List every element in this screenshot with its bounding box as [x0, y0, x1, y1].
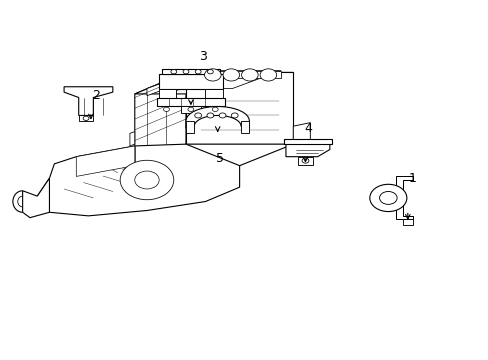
- Circle shape: [183, 69, 188, 74]
- Polygon shape: [159, 74, 222, 89]
- Polygon shape: [37, 144, 239, 216]
- Circle shape: [83, 116, 89, 121]
- Circle shape: [163, 107, 169, 112]
- Polygon shape: [181, 107, 200, 113]
- Circle shape: [206, 113, 213, 118]
- Polygon shape: [185, 107, 249, 128]
- Polygon shape: [135, 72, 293, 94]
- Text: 2: 2: [92, 89, 100, 102]
- Polygon shape: [185, 121, 194, 134]
- Polygon shape: [293, 123, 310, 155]
- Circle shape: [170, 69, 176, 74]
- Polygon shape: [241, 121, 249, 134]
- Text: 1: 1: [408, 172, 416, 185]
- Text: 5: 5: [216, 152, 224, 165]
- Polygon shape: [185, 72, 293, 144]
- Polygon shape: [147, 71, 195, 96]
- Circle shape: [194, 113, 201, 118]
- Circle shape: [195, 69, 201, 74]
- Polygon shape: [159, 89, 176, 98]
- Polygon shape: [205, 89, 222, 98]
- Polygon shape: [135, 144, 293, 166]
- Circle shape: [223, 69, 239, 81]
- Circle shape: [204, 69, 221, 81]
- Polygon shape: [22, 178, 49, 218]
- Circle shape: [379, 192, 396, 204]
- Circle shape: [369, 184, 406, 212]
- Circle shape: [120, 160, 173, 200]
- Polygon shape: [283, 139, 331, 144]
- Polygon shape: [64, 87, 113, 116]
- Polygon shape: [147, 71, 281, 89]
- Polygon shape: [130, 132, 135, 146]
- Circle shape: [260, 69, 276, 81]
- Polygon shape: [395, 176, 412, 220]
- Polygon shape: [79, 116, 93, 121]
- Polygon shape: [298, 157, 312, 165]
- Polygon shape: [135, 72, 185, 166]
- Polygon shape: [161, 69, 220, 74]
- Text: 3: 3: [199, 50, 206, 63]
- Polygon shape: [402, 220, 412, 225]
- Circle shape: [212, 107, 218, 112]
- Polygon shape: [285, 144, 329, 157]
- Circle shape: [187, 107, 193, 112]
- Circle shape: [135, 171, 159, 189]
- Circle shape: [219, 113, 225, 118]
- Circle shape: [302, 158, 308, 163]
- Polygon shape: [195, 71, 281, 78]
- Polygon shape: [157, 98, 224, 107]
- Polygon shape: [76, 146, 135, 176]
- Text: 4: 4: [304, 122, 311, 135]
- Circle shape: [241, 69, 258, 81]
- Circle shape: [207, 69, 213, 74]
- Circle shape: [231, 113, 238, 118]
